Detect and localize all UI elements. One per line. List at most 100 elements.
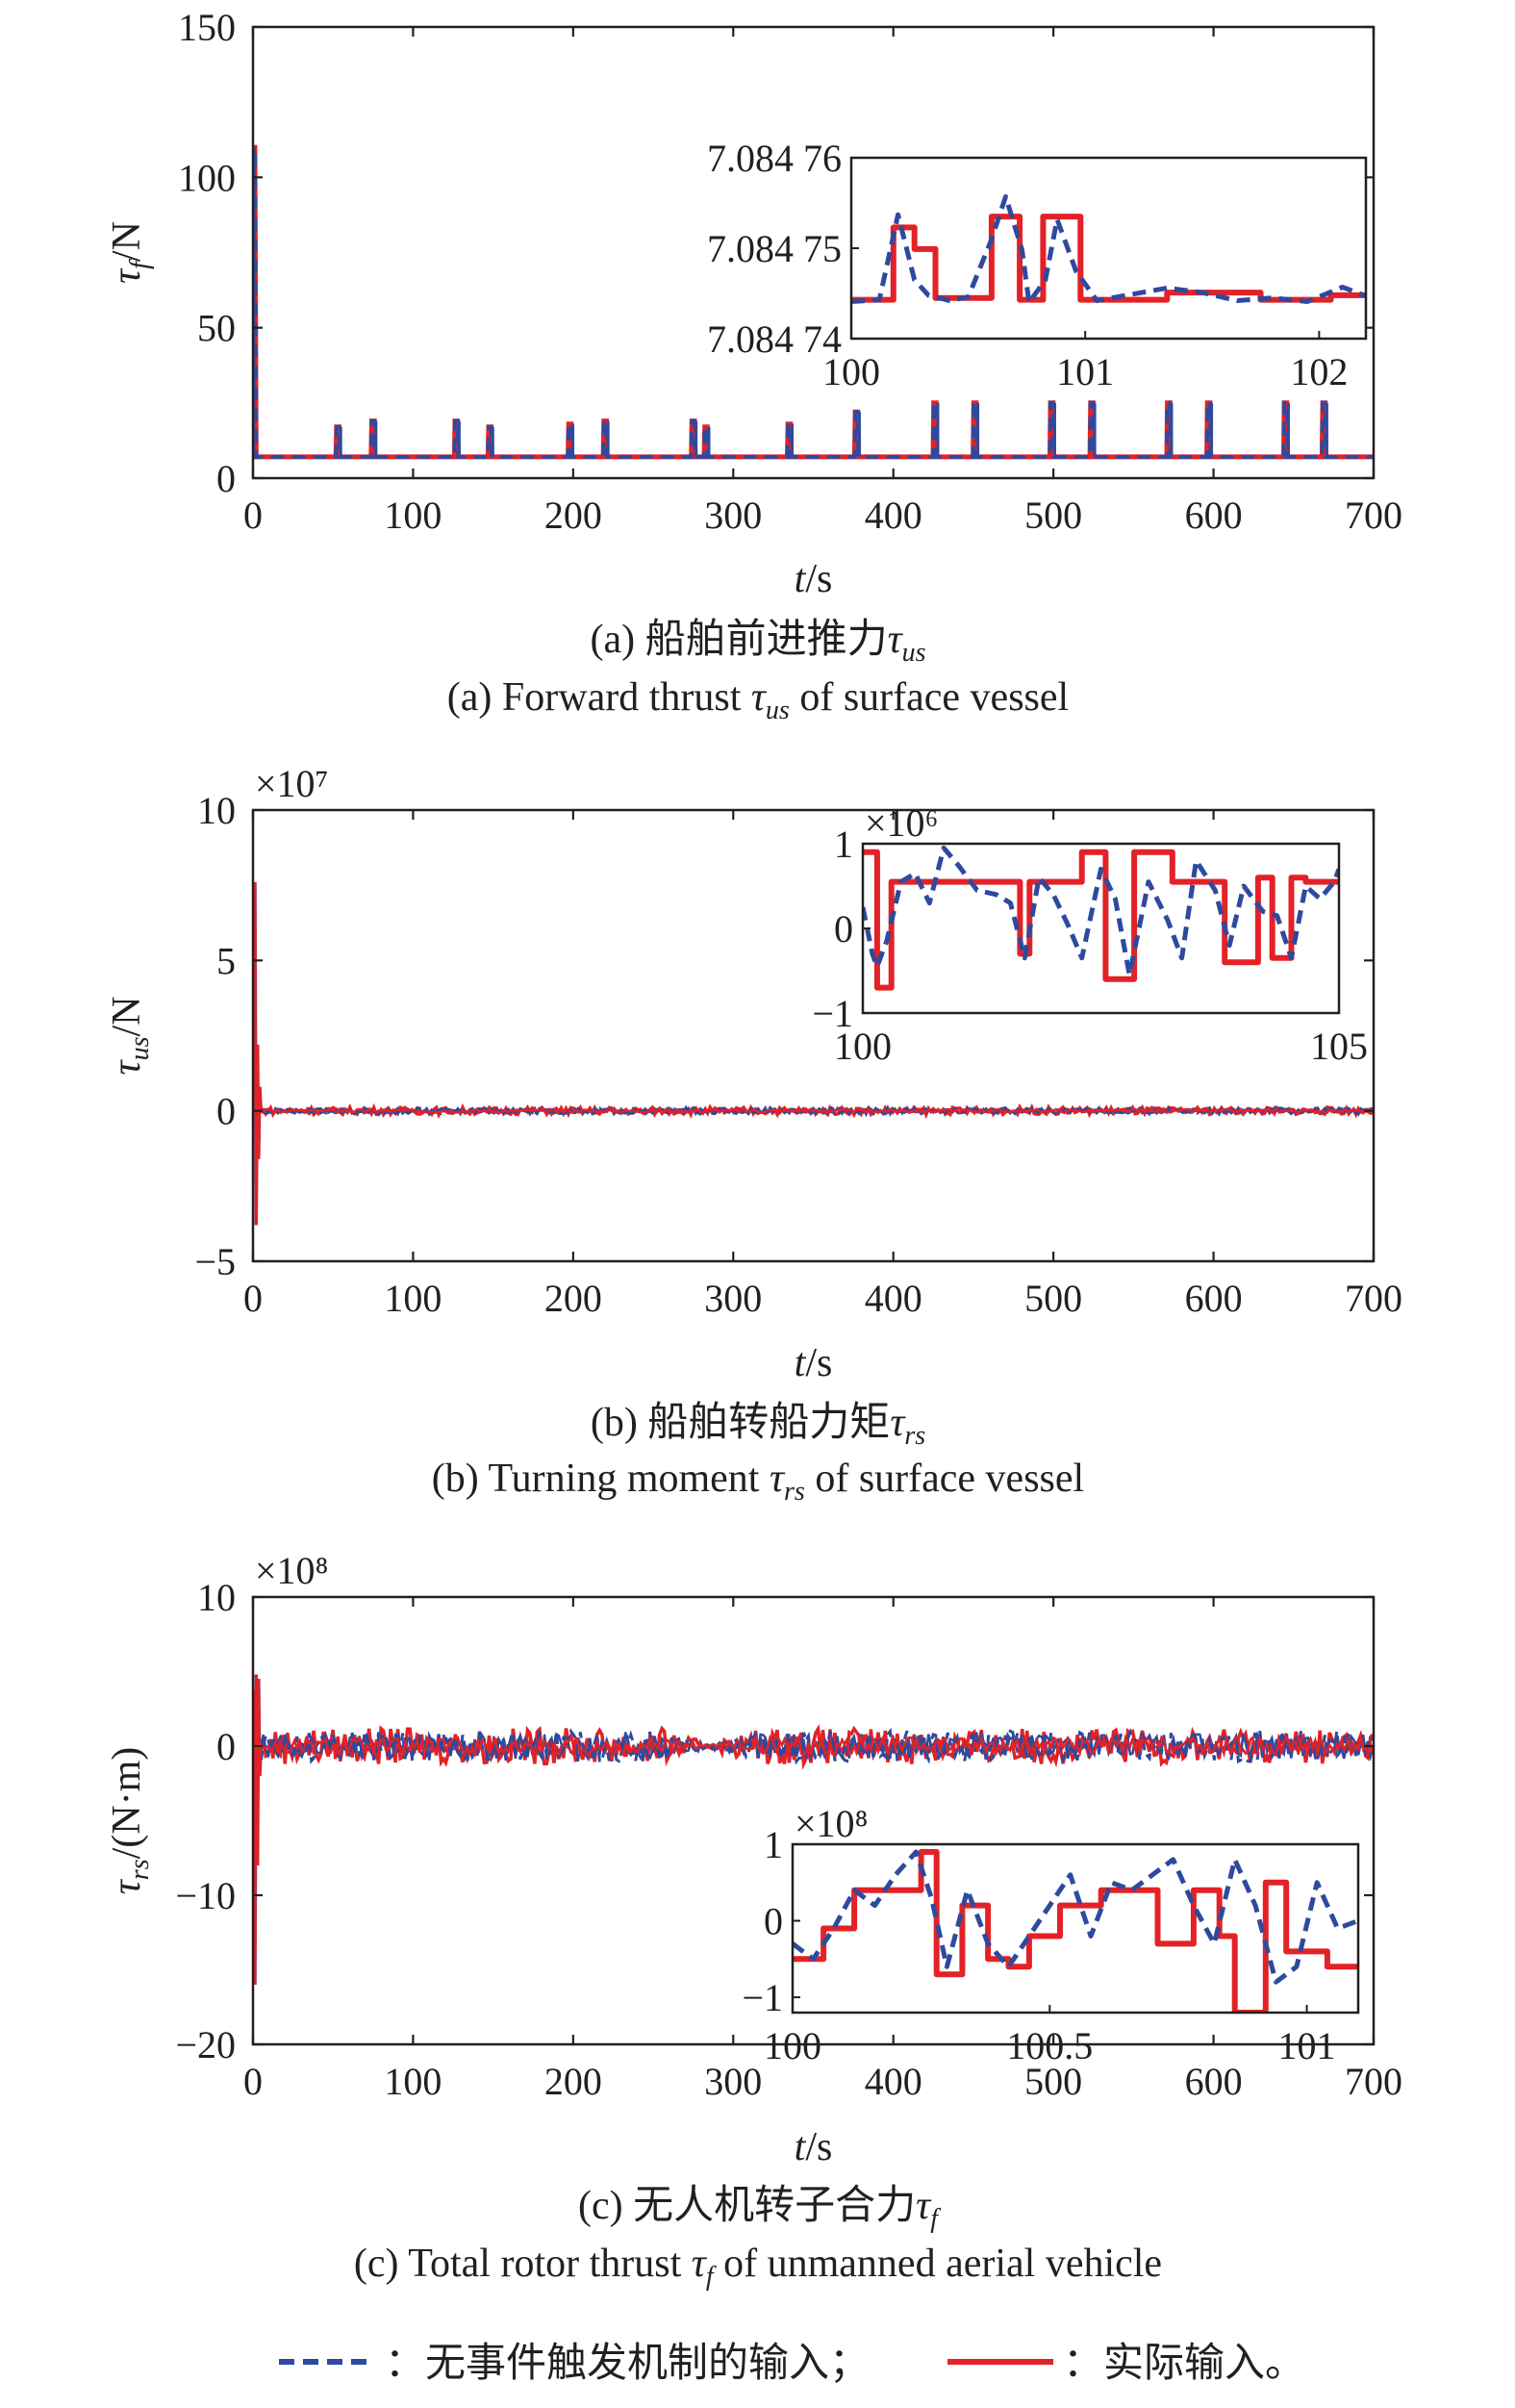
x-axis-variable: t <box>795 1341 807 1385</box>
caption-en-text: (b) Turning moment <box>432 1457 770 1501</box>
y-axis-unit: /(N·m) <box>105 1747 149 1860</box>
y-tick-label: −5 <box>194 1240 236 1283</box>
x-tick-label: 200 <box>544 494 602 537</box>
y-axis-subscript: us <box>125 1036 155 1060</box>
x-tick-label: 500 <box>1024 1277 1082 1320</box>
y-tick-label: 0 <box>216 457 236 500</box>
inset-series-no-trigger-input <box>793 1849 1358 1985</box>
x-tick-label: 400 <box>865 2060 922 2103</box>
series-no-trigger-input <box>253 145 1374 459</box>
caption-en-suffix: of surface vessel <box>790 675 1069 720</box>
x-axis-unit: /s <box>805 2125 832 2169</box>
legend: ：无事件触发机制的输入； ：实际输入。 <box>279 2341 1305 2386</box>
series-noise-band <box>253 1674 1374 1986</box>
x-tick-label: 0 <box>243 494 263 537</box>
caption-en-subscript: f <box>706 2262 717 2292</box>
inset-series-no-trigger-input <box>851 193 1366 305</box>
x-tick-label: 0 <box>243 2060 263 2103</box>
caption-cn-symbol: τ <box>890 1401 906 1445</box>
inset-y-tick-label: 1 <box>834 823 853 866</box>
y-tick-label: 0 <box>216 1090 236 1133</box>
inset-y-tick-label: −1 <box>812 992 853 1035</box>
chart-c: 0 100 200 300 400 500 600 700−20−10010×10⁸t/sτr… <box>105 1549 1402 2292</box>
chart-a: 0 100 200 300 400 500 600 700050100150t/sτf/N10… <box>105 6 1402 725</box>
caption-en-text: (c) Total rotor thrust <box>354 2242 692 2286</box>
x-tick-label: 300 <box>704 2060 762 2103</box>
plot-area <box>253 881 1374 1226</box>
y-axis-unit: /N <box>105 997 149 1037</box>
caption-en-suffix: of unmanned aerial vehicle <box>714 2242 1162 2286</box>
y-tick-label: 10 <box>197 1576 236 1619</box>
y-axis-symbol: τ <box>105 267 149 284</box>
inset-series-actual-input <box>851 214 1366 303</box>
x-tick-label: 200 <box>544 2060 602 2103</box>
y-tick-label: 100 <box>178 156 236 199</box>
caption-en-subscript: us <box>766 696 790 725</box>
inset-y-tick-label: 0 <box>834 907 853 951</box>
x-tick-label: 100 <box>384 2060 442 2103</box>
y-tick-label: 50 <box>197 307 236 350</box>
caption-english: (b) Turning moment τrs of surface vessel <box>432 1457 1084 1507</box>
caption-english: (c) Total rotor thrust τf of unmanned ae… <box>354 2242 1162 2292</box>
x-axis-label: t/s <box>795 557 833 601</box>
legend-label-no-trigger: ：无事件触发机制的输入； <box>385 2342 870 2386</box>
y-axis-subscript: rs <box>125 1859 155 1880</box>
inset-y-tick-label: 0 <box>764 1900 783 1943</box>
caption-en-suffix: of surface vessel <box>805 1457 1084 1501</box>
y-axis-label: τus/N <box>105 997 155 1076</box>
caption-cn-subscript: us <box>902 638 926 668</box>
caption-en-symbol: τ <box>770 1457 786 1501</box>
y-tick-label: 150 <box>178 6 236 49</box>
caption-cn-symbol: τ <box>888 618 904 662</box>
y-tick-label: 10 <box>197 789 236 832</box>
x-tick-label: 300 <box>704 1277 762 1320</box>
inset-background <box>793 1844 1358 2013</box>
x-tick-label: 500 <box>1024 494 1082 537</box>
x-tick-label: 0 <box>243 1277 263 1320</box>
inset-x-tick-label: 100.5 <box>1006 2024 1093 2067</box>
y-tick-label: −10 <box>175 1874 236 1917</box>
inset-series-actual-input <box>793 1849 1358 2013</box>
plot-frame <box>251 1595 1376 2046</box>
x-axis-unit: /s <box>805 1341 832 1385</box>
x-axis-variable: t <box>795 2125 807 2169</box>
inset-x-tick-label: 100 <box>834 1025 892 1068</box>
inset-b: 100 105 −1 0 1 ×10⁶ <box>812 801 1368 1068</box>
inset-series-actual-input <box>863 849 1339 991</box>
x-tick-label: 500 <box>1024 2060 1082 2103</box>
inset-exponent-label: ×10⁶ <box>865 801 939 845</box>
x-tick-label: 600 <box>1185 494 1243 537</box>
y-tick-label: 0 <box>216 1725 236 1768</box>
caption-cn-subscript: f <box>930 2204 941 2234</box>
caption-chinese: (c) 无人机转子合力τf <box>578 2184 941 2234</box>
y-axis-unit: /N <box>105 221 149 262</box>
y-tick-label: 5 <box>216 939 236 982</box>
series-noise-band <box>253 881 1374 1226</box>
legend-label-actual: ：实际输入。 <box>1063 2341 1305 2386</box>
x-tick-label: 400 <box>865 1277 922 1320</box>
x-tick-label: 300 <box>704 494 762 537</box>
y-axis-subscript: f <box>125 259 155 269</box>
inset-y-tick-label: 7.084 76 <box>707 137 842 180</box>
inset-x-tick-label: 100 <box>822 350 880 393</box>
caption-cn-symbol: τ <box>916 2184 932 2228</box>
inset-x-tick-label: 102 <box>1290 350 1348 393</box>
inset-y-tick-label: 1 <box>764 1823 783 1866</box>
x-tick-label: 600 <box>1185 2060 1243 2103</box>
inset-plot-area <box>793 1849 1358 2013</box>
x-tick-label: 600 <box>1185 1277 1243 1320</box>
x-tick-label: 700 <box>1345 494 1402 537</box>
y-axis-symbol: τ <box>105 1878 149 1894</box>
y-axis-symbol: τ <box>105 1058 149 1075</box>
inset-plot-area <box>851 193 1366 305</box>
inset-series-no-trigger-input <box>863 845 1339 977</box>
series-noise-band <box>253 1674 1374 1986</box>
inset-x-tick-label: 101 <box>1056 350 1114 393</box>
caption-cn-subscript: rs <box>904 1421 925 1451</box>
plot-area <box>253 144 1374 460</box>
inset-plot-area <box>863 845 1339 991</box>
x-axis-label: t/s <box>795 1341 833 1385</box>
caption-chinese: (b) 船舶转船力矩τrs <box>591 1401 925 1451</box>
caption-en-text: (a) Forward thrust <box>447 675 751 720</box>
